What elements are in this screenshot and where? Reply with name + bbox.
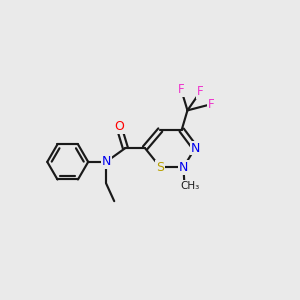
Text: CH₃: CH₃ xyxy=(180,181,199,191)
Text: S: S xyxy=(156,161,164,174)
Text: O: O xyxy=(114,120,124,133)
Text: F: F xyxy=(178,83,184,96)
Text: F: F xyxy=(197,85,204,98)
Text: N: N xyxy=(190,142,200,154)
Text: F: F xyxy=(208,98,215,111)
Text: N: N xyxy=(179,161,188,174)
Text: N: N xyxy=(101,155,111,168)
